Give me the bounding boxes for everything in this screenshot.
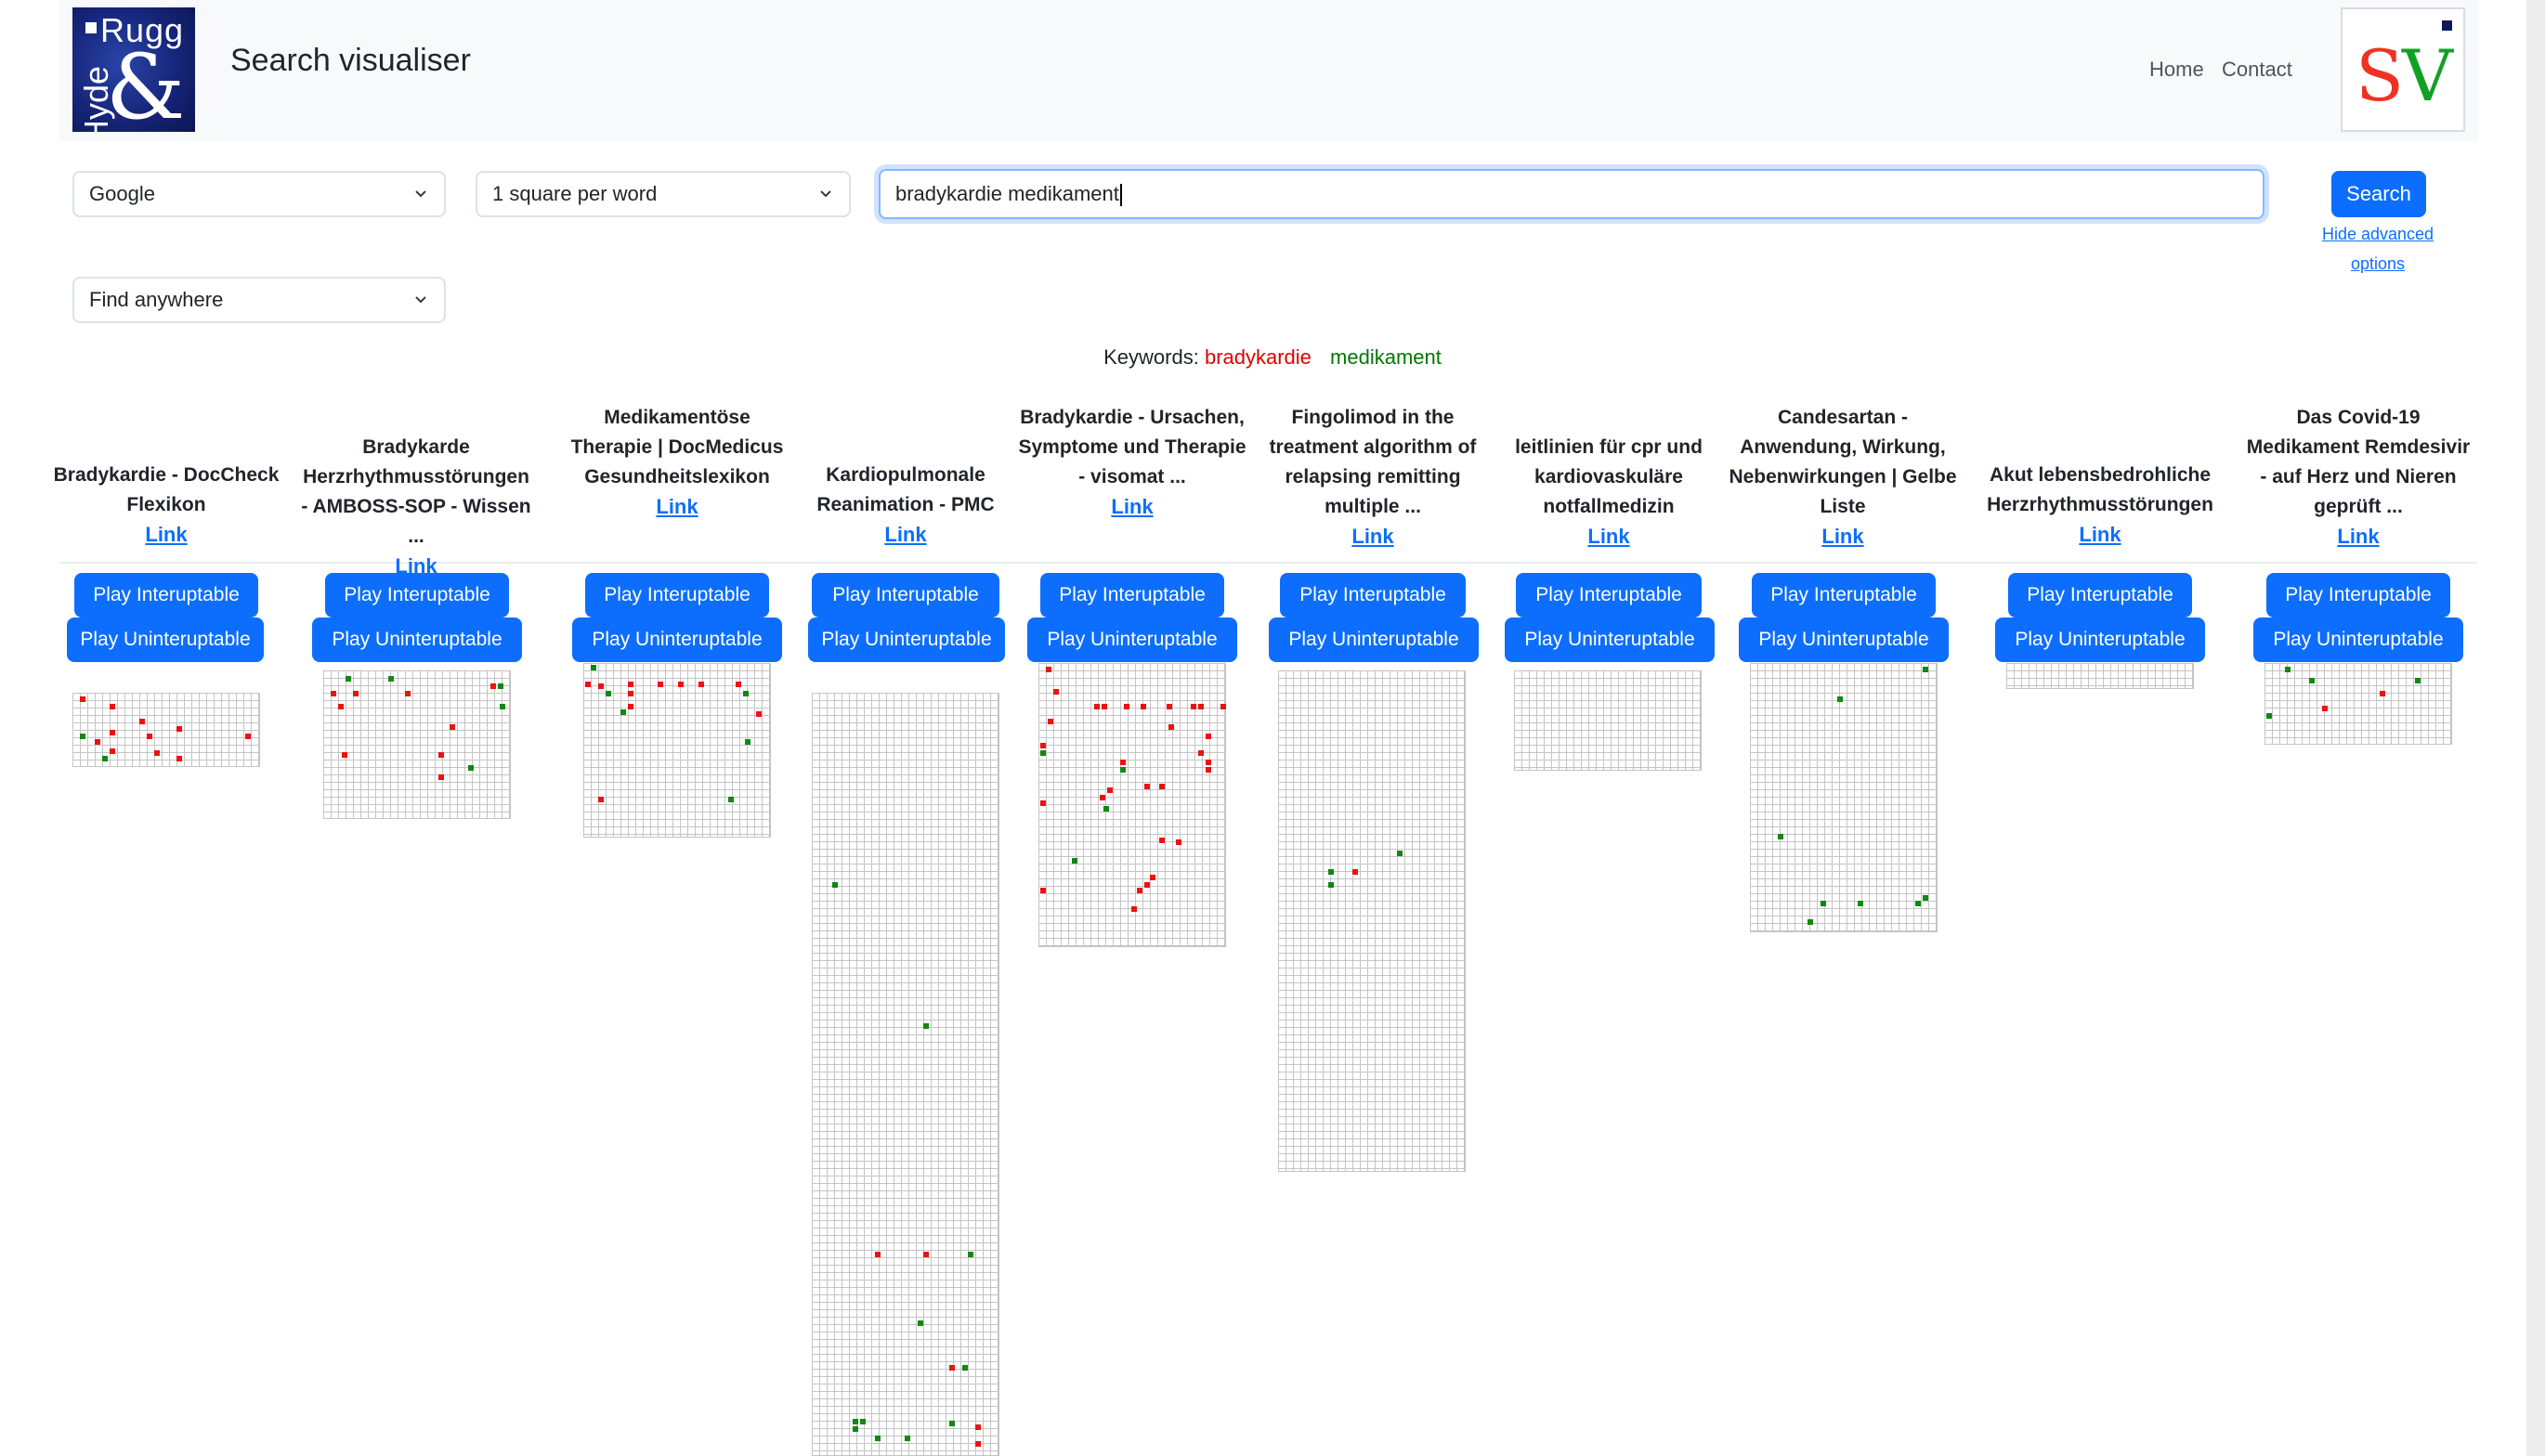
square-mode-value: 1 square per word xyxy=(492,182,658,205)
result-grid xyxy=(1278,670,1466,1172)
keyword-medikament: medikament xyxy=(1330,345,1442,369)
nav-contact-link[interactable]: Contact xyxy=(2222,58,2292,81)
play-uninterruptable-button[interactable]: Play Uninteruptable xyxy=(67,618,264,662)
window-edge xyxy=(2526,0,2545,1456)
keywords-line: Keywords: bradykardie medikament xyxy=(0,345,2545,370)
nav-home-link[interactable]: Home xyxy=(2149,58,2204,81)
play-uninterruptable-button[interactable]: Play Uninteruptable xyxy=(1027,618,1237,662)
result-link[interactable]: Link xyxy=(2337,525,2380,548)
result-title: Medikamentöse Therapie | DocMedicus Gesu… xyxy=(561,403,793,522)
play-interruptable-button[interactable]: Play Interuptable xyxy=(325,573,509,618)
result-grid xyxy=(72,693,260,767)
play-interruptable-button[interactable]: Play Interuptable xyxy=(2008,573,2192,618)
play-uninterruptable-button[interactable]: Play Uninteruptable xyxy=(1995,618,2205,662)
result-grid xyxy=(2264,663,2452,745)
site-title[interactable]: Search visualiser xyxy=(230,43,471,78)
play-interruptable-button[interactable]: Play Interuptable xyxy=(2266,573,2450,618)
navbar xyxy=(59,0,2478,141)
result-grid xyxy=(1514,670,1702,771)
play-interruptable-button[interactable]: Play Interuptable xyxy=(1752,573,1936,618)
result-title: leitlinien für cpr und kardiovaskuläre n… xyxy=(1493,433,1725,552)
result-title: Bradykarde Herzrhythmusstörungen - AMBOS… xyxy=(300,433,532,581)
find-mode-value: Find anywhere xyxy=(89,288,224,311)
chevron-down-icon xyxy=(415,190,426,198)
play-interruptable-button[interactable]: Play Interuptable xyxy=(1280,573,1466,618)
result-grid xyxy=(1038,663,1226,947)
result-grid xyxy=(2006,663,2194,689)
result-link[interactable]: Link xyxy=(656,495,698,518)
hide-advanced-options-link[interactable]: Hide advanced options xyxy=(2321,225,2434,273)
keyword-bradykardie: bradykardie xyxy=(1204,345,1312,369)
play-interruptable-button[interactable]: Play Interuptable xyxy=(812,573,999,618)
play-interruptable-button[interactable]: Play Interuptable xyxy=(585,573,769,618)
search-engine-select[interactable]: Google xyxy=(72,171,446,217)
result-link[interactable]: Link xyxy=(884,523,927,546)
result-link[interactable]: Link xyxy=(1111,495,1154,518)
play-interruptable-button[interactable]: Play Interuptable xyxy=(74,573,258,618)
play-interruptable-button[interactable]: Play Interuptable xyxy=(1040,573,1224,618)
play-uninterruptable-button[interactable]: Play Uninteruptable xyxy=(808,618,1005,662)
square-mode-select[interactable]: 1 square per word xyxy=(476,171,851,217)
find-mode-select[interactable]: Find anywhere xyxy=(72,277,446,323)
chevron-down-icon xyxy=(820,190,831,198)
result-link[interactable]: Link xyxy=(2079,523,2121,546)
keywords-label: Keywords: xyxy=(1103,345,1199,369)
search-input[interactable]: bradykardie medikament xyxy=(879,169,2264,219)
search-engine-value: Google xyxy=(89,182,155,205)
result-title: Kardiopulmonale Reanimation - PMC Link xyxy=(790,461,1022,550)
play-uninterruptable-button[interactable]: Play Uninteruptable xyxy=(1269,618,1479,662)
result-title: Das Covid-19 Medikament Remdesivir - auf… xyxy=(2242,403,2474,552)
play-interruptable-button[interactable]: Play Interuptable xyxy=(1516,573,1702,618)
result-link[interactable]: Link xyxy=(1351,525,1394,548)
result-grid xyxy=(812,693,999,1456)
hyde-rugg-logo[interactable]: Rugg Hyde & xyxy=(72,7,195,132)
result-title: Bradykardie - Ursachen, Symptome und The… xyxy=(1016,403,1248,522)
result-grid xyxy=(583,663,771,838)
play-uninterruptable-button[interactable]: Play Uninteruptable xyxy=(2253,618,2463,662)
result-grid xyxy=(1750,663,1938,932)
result-grid xyxy=(323,670,511,819)
search-input-value: bradykardie medikament xyxy=(895,182,1119,205)
result-link[interactable]: Link xyxy=(1587,525,1630,548)
result-title: Candesartan - Anwendung, Wirkung, Nebenw… xyxy=(1727,403,1959,552)
result-title: Akut lebensbedrohliche Herzrhythmusstöru… xyxy=(1984,461,2216,550)
result-title: Bradykardie - DocCheck Flexikon Link xyxy=(50,461,282,550)
play-uninterruptable-button[interactable]: Play Uninteruptable xyxy=(1505,618,1715,662)
result-title: Fingolimod in the treatment algorithm of… xyxy=(1257,403,1489,552)
search-button[interactable]: Search xyxy=(2331,171,2426,217)
play-uninterruptable-button[interactable]: Play Uninteruptable xyxy=(312,618,522,662)
result-link[interactable]: Link xyxy=(145,523,188,546)
play-uninterruptable-button[interactable]: Play Uninteruptable xyxy=(1739,618,1949,662)
results-divider xyxy=(59,562,2478,564)
sv-logo: S V xyxy=(2341,7,2465,132)
chevron-down-icon xyxy=(415,296,426,304)
play-uninterruptable-button[interactable]: Play Uninteruptable xyxy=(572,618,782,662)
result-link[interactable]: Link xyxy=(1821,525,1864,548)
